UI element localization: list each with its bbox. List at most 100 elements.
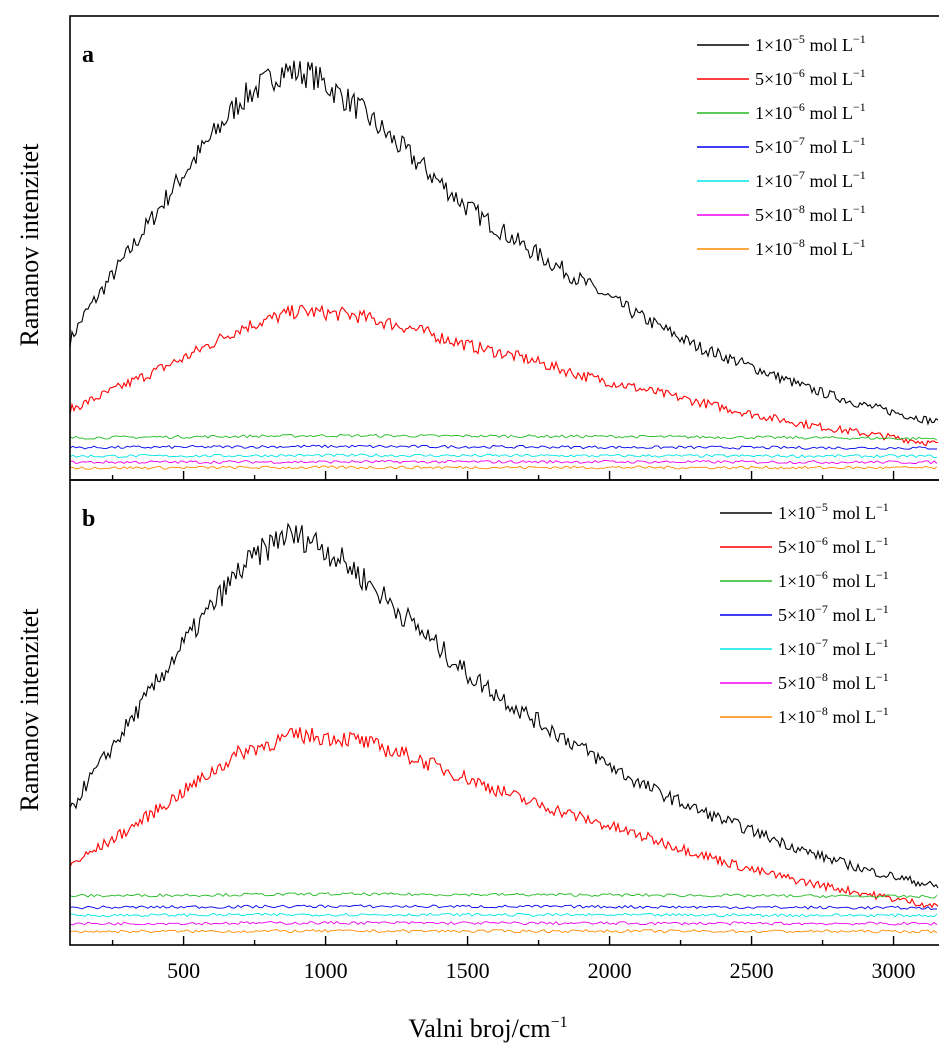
legend-mantissa: 1×10 — [755, 35, 792, 55]
legend-unit: mol L — [828, 537, 876, 557]
panel-b: b 1×10−5 mol L−15×10−6 mol L−11×10−6 mol … — [69, 479, 939, 946]
series-line-5 — [70, 912, 938, 918]
series-line-6 — [70, 459, 938, 465]
legend-exponent: −6 — [792, 66, 805, 80]
legend-unit-exponent: −1 — [853, 32, 866, 46]
legend-exponent: −7 — [815, 636, 828, 650]
legend-exponent: −7 — [792, 134, 805, 148]
series-line-7 — [70, 465, 938, 470]
legend-exponent: −5 — [792, 32, 805, 46]
legend-entry: 5×10−6 mol L−1 — [755, 66, 866, 89]
x-ticks — [111, 471, 895, 480]
x-axis: 500 1000 1500 2000 2500 3000 — [167, 958, 915, 983]
legend-unit-exponent: −1 — [853, 168, 866, 182]
y-axis-label-b: Ramanov intenzitet — [15, 608, 44, 812]
panel-a: a 1×10−5 mol L−15×10−6 mol L−11×10−6 mol … — [69, 15, 939, 481]
legend-exponent: −7 — [792, 168, 805, 182]
legend-mantissa: 1×10 — [755, 171, 792, 191]
legend-unit: mol L — [805, 205, 853, 225]
legend-mantissa: 1×10 — [778, 571, 815, 591]
series-line-4 — [70, 904, 938, 910]
legend-exponent: −6 — [815, 568, 828, 582]
legend-unit-exponent: −1 — [853, 100, 866, 114]
legend-entry: 1×10−5 mol L−1 — [778, 500, 889, 523]
series-line-5 — [70, 453, 938, 459]
legend-entry: 1×10−8 mol L−1 — [778, 704, 889, 727]
legend-unit: mol L — [828, 571, 876, 591]
legend-unit: mol L — [805, 137, 853, 157]
legend-entry: 1×10−8 mol L−1 — [755, 236, 866, 259]
legend-unit: mol L — [828, 707, 876, 727]
legend-unit: mol L — [805, 35, 853, 55]
legend-unit-exponent: −1 — [876, 670, 889, 684]
legend: 1×10−5 mol L−15×10−6 mol L−11×10−6 mol L… — [697, 32, 866, 259]
legend-entry: 5×10−7 mol L−1 — [755, 134, 866, 157]
panel-letter: a — [82, 42, 94, 68]
legend-entry: 1×10−6 mol L−1 — [778, 568, 889, 591]
legend-exponent: −6 — [792, 100, 805, 114]
legend-unit-exponent: −1 — [876, 602, 889, 616]
x-tick-label: 2500 — [730, 958, 774, 983]
series-group — [70, 60, 939, 470]
legend-unit-exponent: −1 — [876, 704, 889, 718]
legend: 1×10−5 mol L−15×10−6 mol L−11×10−6 mol L… — [720, 500, 889, 727]
legend-entry: 5×10−6 mol L−1 — [778, 534, 889, 557]
legend-unit-exponent: −1 — [853, 134, 866, 148]
legend-mantissa: 5×10 — [755, 205, 792, 225]
legend-unit: mol L — [828, 673, 876, 693]
series-line-1 — [70, 60, 939, 426]
legend-unit-exponent: −1 — [876, 636, 889, 650]
x-axis-label-text: Valni broj/cm — [408, 1014, 550, 1043]
legend-unit: mol L — [828, 503, 876, 523]
legend-entry: 1×10−5 mol L−1 — [755, 32, 866, 55]
legend-mantissa: 1×10 — [755, 103, 792, 123]
x-axis-label: Valni broj/cm−1 — [408, 1014, 567, 1043]
legend-exponent: −6 — [815, 534, 828, 548]
series-line-6 — [70, 920, 938, 926]
x-tick-label: 3000 — [872, 958, 916, 983]
legend-entry: 5×10−7 mol L−1 — [778, 602, 889, 625]
legend-mantissa: 5×10 — [778, 537, 815, 557]
legend-entry: 5×10−8 mol L−1 — [778, 670, 889, 693]
legend-unit-exponent: −1 — [853, 66, 866, 80]
series-line-2 — [70, 304, 939, 447]
legend-unit-exponent: −1 — [853, 202, 866, 216]
x-tick-label: 500 — [167, 958, 200, 983]
legend-exponent: −5 — [815, 500, 828, 514]
legend-mantissa: 5×10 — [778, 605, 815, 625]
legend-unit: mol L — [828, 605, 876, 625]
legend-unit-exponent: −1 — [876, 568, 889, 582]
series-line-3 — [70, 892, 938, 899]
legend-unit-exponent: −1 — [876, 534, 889, 548]
x-tick-label: 1500 — [446, 958, 490, 983]
legend-unit-exponent: −1 — [876, 500, 889, 514]
legend-exponent: −8 — [792, 202, 805, 216]
x-tick-label: 2000 — [588, 958, 632, 983]
legend-entry: 1×10−6 mol L−1 — [755, 100, 866, 123]
series-line-2 — [70, 727, 939, 909]
series-line-3 — [70, 433, 938, 441]
legend-mantissa: 5×10 — [755, 69, 792, 89]
legend-exponent: −8 — [815, 704, 828, 718]
legend-entry: 5×10−8 mol L−1 — [755, 202, 866, 225]
legend-unit: mol L — [805, 69, 853, 89]
legend-unit: mol L — [805, 103, 853, 123]
x-ticks — [111, 936, 895, 945]
legend-entry: 1×10−7 mol L−1 — [755, 168, 866, 191]
series-line-4 — [70, 444, 937, 450]
x-tick-label: 1000 — [304, 958, 348, 983]
panels-group: a 1×10−5 mol L−15×10−6 mol L−11×10−6 mol … — [69, 15, 939, 946]
legend-unit-exponent: −1 — [853, 236, 866, 250]
panel-letter: b — [82, 506, 95, 532]
legend-mantissa: 1×10 — [778, 503, 815, 523]
legend-mantissa: 1×10 — [778, 639, 815, 659]
legend-mantissa: 5×10 — [778, 673, 815, 693]
legend-mantissa: 5×10 — [755, 137, 792, 157]
legend-exponent: −8 — [792, 236, 805, 250]
series-group — [70, 522, 939, 934]
legend-mantissa: 1×10 — [778, 707, 815, 727]
y-axis-label-a: Ramanov intenzitet — [15, 143, 44, 347]
legend-unit: mol L — [805, 171, 853, 191]
legend-exponent: −8 — [815, 670, 828, 684]
